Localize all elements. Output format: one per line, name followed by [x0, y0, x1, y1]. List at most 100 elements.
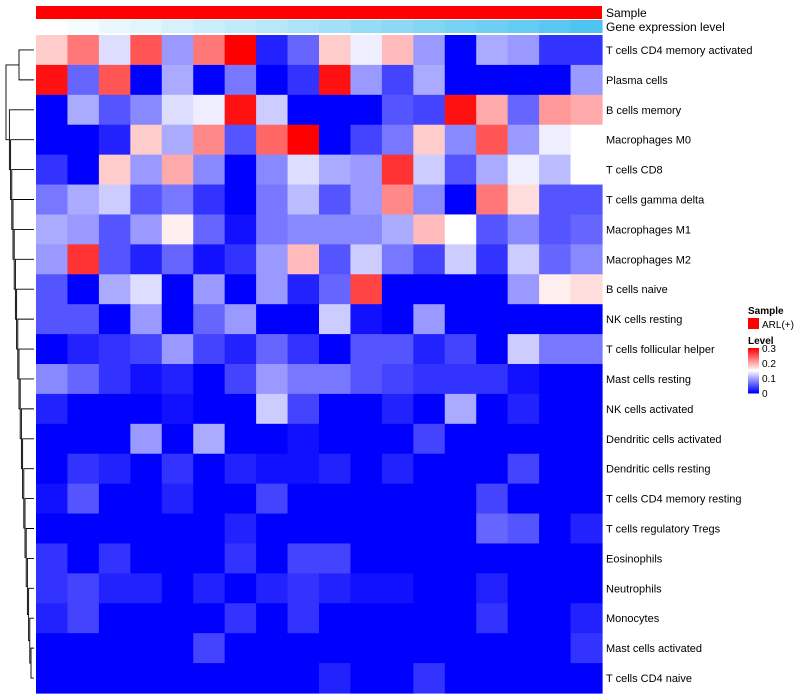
heatmap-cell [381, 483, 414, 515]
heatmap-cell [413, 573, 446, 604]
heatmap-cell [507, 244, 540, 275]
legend-gradient-step [748, 372, 759, 374]
heatmap-cell [319, 184, 352, 216]
heatmap-cell [350, 244, 383, 275]
heatmap-cell [98, 393, 131, 425]
heatmap-cell [381, 184, 414, 216]
heatmap-cell [161, 154, 194, 186]
heatmap-cell [224, 603, 257, 634]
heatmap-cell [444, 334, 477, 365]
heatmap-cell [256, 543, 289, 574]
heatmap-cell [476, 453, 509, 485]
heatmap-cell [36, 513, 69, 545]
dendrogram-branch [30, 647, 34, 679]
heatmap-cell [161, 184, 194, 216]
legend-gradient-step [748, 389, 759, 391]
heatmap-cell [476, 274, 509, 305]
legend-gradient-step [748, 369, 759, 371]
heatmap-cell [287, 184, 320, 216]
heatmap-cell [161, 124, 194, 156]
heatmap-cell [319, 64, 352, 96]
heatmap-cell [476, 483, 509, 515]
heatmap-cell [381, 393, 414, 425]
heatmap-cell [130, 573, 163, 604]
heatmap-cell [381, 334, 414, 365]
heatmap-cell [130, 154, 163, 186]
heatmap-cell [193, 304, 226, 335]
heatmap-cell [287, 633, 320, 664]
heatmap-cell [413, 483, 446, 515]
heatmap-cell [350, 64, 383, 96]
heatmap-cell [381, 573, 414, 604]
heatmap-cell [539, 304, 572, 335]
legend-gradient-step [748, 358, 759, 360]
heatmap-cell [224, 423, 257, 455]
legend-gradient-step [748, 350, 759, 352]
heatmap-cell [224, 244, 257, 275]
heatmap-cell [570, 483, 603, 515]
heatmap-cell [381, 274, 414, 305]
heatmap-cell [98, 94, 131, 126]
heatmap-cell [36, 663, 69, 694]
heatmap-cell [193, 364, 226, 395]
row-label: T cells follicular helper [606, 344, 715, 356]
heatmap-cell [444, 633, 477, 664]
heatmap-cell [413, 423, 446, 455]
heatmap-cell [98, 603, 131, 634]
heatmap-cell [381, 513, 414, 545]
legend-gradient-step [748, 392, 759, 394]
legend-gradient-step [748, 384, 759, 386]
heatmap-cell [539, 393, 572, 425]
heatmap-cell [98, 483, 131, 515]
legend-gradient-step [748, 381, 759, 383]
heatmap-cell [193, 513, 226, 545]
heatmap-cell [319, 663, 352, 694]
heatmap-cell [507, 663, 540, 694]
heatmap-cell [67, 364, 100, 395]
heatmap-cell [161, 513, 194, 545]
heatmap-cell [570, 94, 603, 126]
legend-gradient-step [748, 370, 759, 372]
heatmap-cell [507, 483, 540, 515]
heatmap-cell [130, 214, 163, 245]
heatmap-cell [67, 423, 100, 455]
heatmap-cell [350, 184, 383, 216]
heatmap-cell [161, 453, 194, 485]
heatmap-cells [36, 35, 603, 694]
heatmap-cell [193, 603, 226, 634]
heatmap-cell [476, 393, 509, 425]
heatmap-cell [476, 543, 509, 574]
legend-gradient-step [748, 359, 759, 361]
heatmap-cell [193, 94, 226, 126]
heatmap-cell [381, 453, 414, 485]
legend-gradient-step [748, 379, 759, 381]
heatmap-cell [224, 184, 257, 216]
legend-gradient-step [748, 391, 759, 393]
heatmap-cell [444, 184, 477, 216]
heatmap-cell [413, 663, 446, 694]
heatmap-cell [193, 124, 226, 156]
heatmap-cell [350, 364, 383, 395]
heatmap-cell [507, 64, 540, 96]
legend-gradient-step [748, 364, 759, 366]
heatmap-cell [507, 573, 540, 604]
heatmap-cell [287, 513, 320, 545]
heatmap-cell [539, 453, 572, 485]
heatmap-cell [67, 154, 100, 186]
heatmap-cell [98, 543, 131, 574]
heatmap-cell [161, 304, 194, 335]
heatmap-cell [224, 453, 257, 485]
heatmap-cell [287, 364, 320, 395]
heatmap-cell [98, 573, 131, 604]
heatmap-cell [319, 453, 352, 485]
heatmap-cell [319, 364, 352, 395]
heatmap-cell [36, 35, 69, 66]
heatmap-cell [570, 453, 603, 485]
heatmap-cell [507, 393, 540, 425]
legend-level-tick: 0.2 [762, 359, 776, 370]
heatmap-cell [287, 124, 320, 156]
heatmap-cell [539, 423, 572, 455]
legend-gradient-step [748, 385, 759, 387]
heatmap-cell [98, 304, 131, 335]
heatmap-cell [36, 453, 69, 485]
